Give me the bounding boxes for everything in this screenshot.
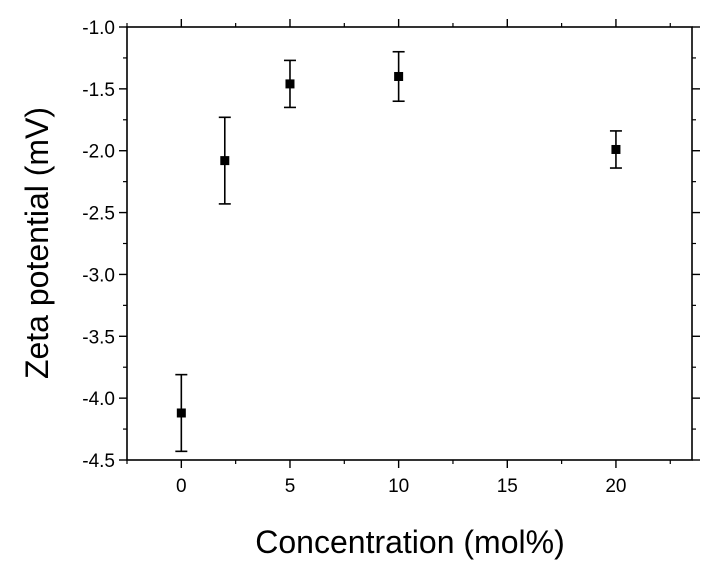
- x-tick-label: 20: [605, 476, 626, 497]
- y-tick-label: -1.0: [82, 18, 115, 39]
- data-point: [394, 71, 404, 81]
- y-tick-label: -3.0: [82, 265, 115, 286]
- x-axis-title: Concentration (mol%): [255, 524, 564, 560]
- tick-labels-group: 0 5 10 15 20 -1.0 -1.5 -2.0 -2.5 -3.0 -3.5 -4.0 -4.5: [82, 18, 626, 497]
- ticks-group: [119, 19, 700, 468]
- y-tick-label: -4.5: [82, 451, 115, 472]
- x-tick-label: 15: [497, 476, 518, 497]
- x-tick-label: 5: [285, 476, 296, 497]
- y-tick-label: -2.5: [82, 204, 115, 225]
- y-tick-label: -2.0: [82, 142, 115, 163]
- data-point: [285, 79, 295, 89]
- data-point: [176, 408, 186, 418]
- y-tick-label: -1.5: [82, 80, 115, 101]
- data-point: [611, 144, 621, 154]
- y-tick-label: -4.0: [82, 389, 115, 410]
- x-tick-label: 10: [388, 476, 409, 497]
- plot-frame: [126, 26, 693, 461]
- y-tick-label: -3.5: [82, 327, 115, 348]
- x-tick-label: 0: [176, 476, 187, 497]
- data-markers-group: [175, 50, 622, 453]
- y-axis-title: Zeta potential (mV): [19, 107, 55, 379]
- data-point: [220, 156, 230, 166]
